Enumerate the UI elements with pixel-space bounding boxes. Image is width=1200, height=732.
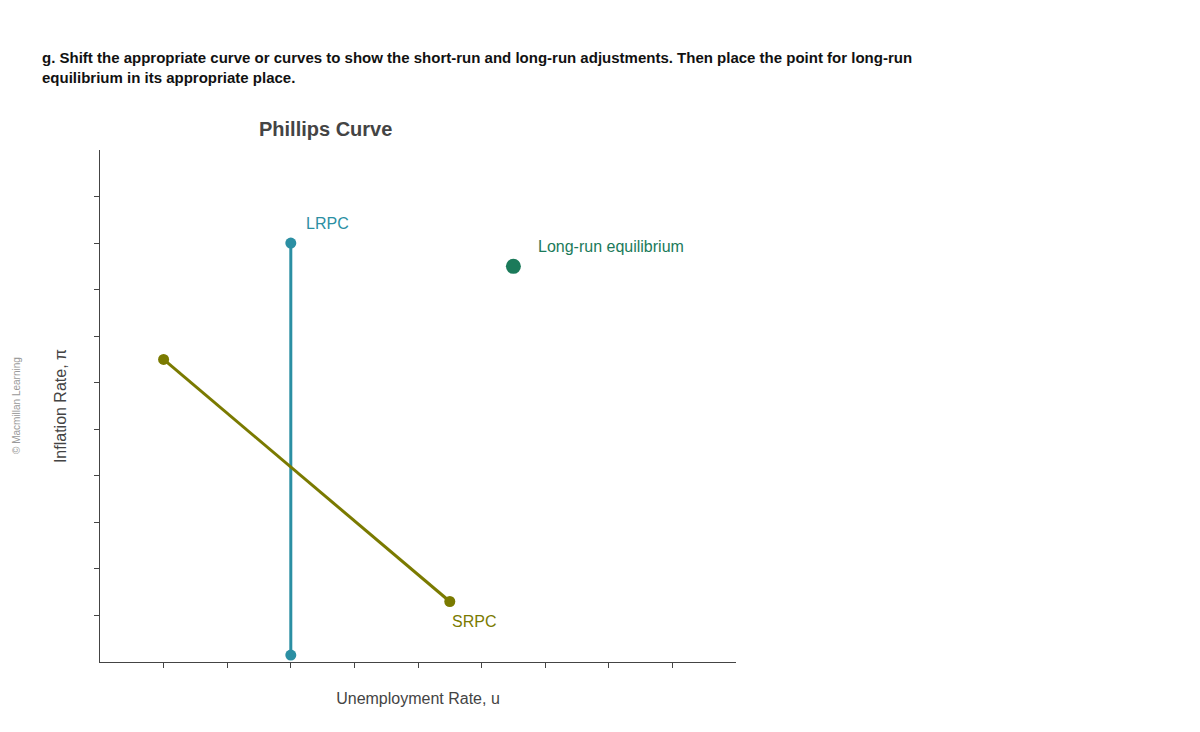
svg-text:Unemployment Rate, u: Unemployment Rate, u — [336, 690, 500, 707]
svg-text:Long-run equilibrium: Long-run equilibrium — [538, 238, 684, 255]
svg-text:© Macmillan Learning: © Macmillan Learning — [11, 357, 22, 454]
svg-text:LRPC: LRPC — [306, 215, 349, 232]
svg-text:Phillips Curve: Phillips Curve — [259, 118, 392, 140]
svg-text:g. Shift the appropriate curve: g. Shift the appropriate curve or curves… — [42, 49, 912, 86]
svg-text:SRPC: SRPC — [452, 613, 496, 630]
svg-text:Inflation Rate, π: Inflation Rate, π — [52, 349, 69, 463]
